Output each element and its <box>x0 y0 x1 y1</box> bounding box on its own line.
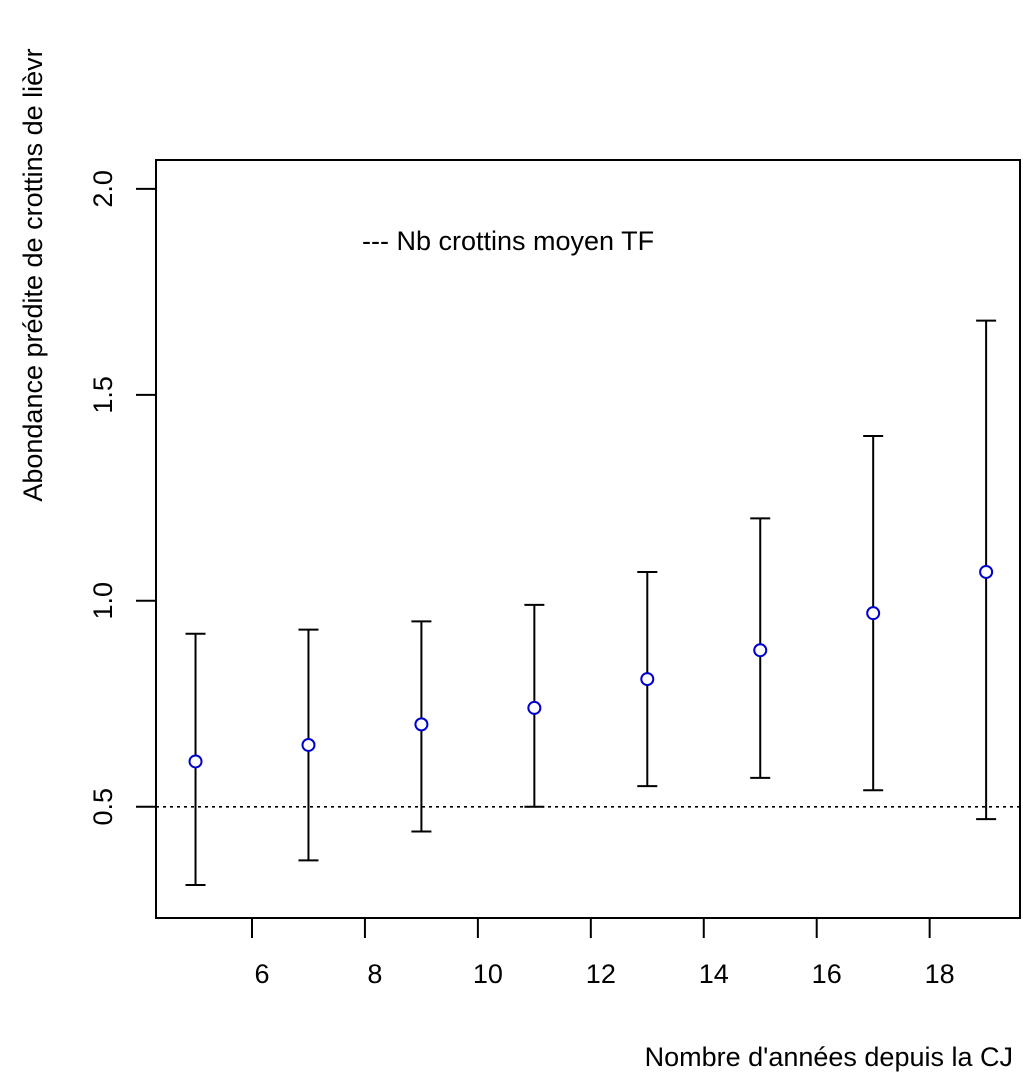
legend-text: --- Nb crottins moyen TF <box>362 226 654 256</box>
x-tick-label: 18 <box>925 959 955 989</box>
x-tick-label: 6 <box>254 959 269 989</box>
y-tick-label-group: 1.5 <box>88 376 118 414</box>
data-point <box>979 564 994 579</box>
y-tick-label: 2.0 <box>88 170 118 208</box>
data-point <box>753 643 768 658</box>
data-point <box>301 737 316 752</box>
y-tick-label: 1.0 <box>88 582 118 620</box>
y-tick-label-group: 0.5 <box>88 788 118 826</box>
data-point <box>866 606 881 621</box>
x-tick-label: 12 <box>586 959 616 989</box>
plot-box <box>155 159 1021 919</box>
data-point <box>527 700 542 715</box>
data-point <box>640 672 655 687</box>
y-tick-label-group: 2.0 <box>88 170 118 208</box>
y-tick-label: 1.5 <box>88 376 118 414</box>
y-axis-title: Abondance prédite de crottins de lièvr <box>18 48 48 501</box>
data-point <box>414 717 429 732</box>
x-axis-title: Nombre d'années depuis la CJ <box>645 1042 1013 1072</box>
x-tick-label: 14 <box>699 959 729 989</box>
data-point <box>188 754 203 769</box>
x-tick-label: 8 <box>367 959 382 989</box>
x-tick-label: 10 <box>473 959 503 989</box>
x-tick-label: 16 <box>812 959 842 989</box>
y-tick-label: 0.5 <box>88 788 118 826</box>
y-tick-label-group: 1.0 <box>88 582 118 620</box>
